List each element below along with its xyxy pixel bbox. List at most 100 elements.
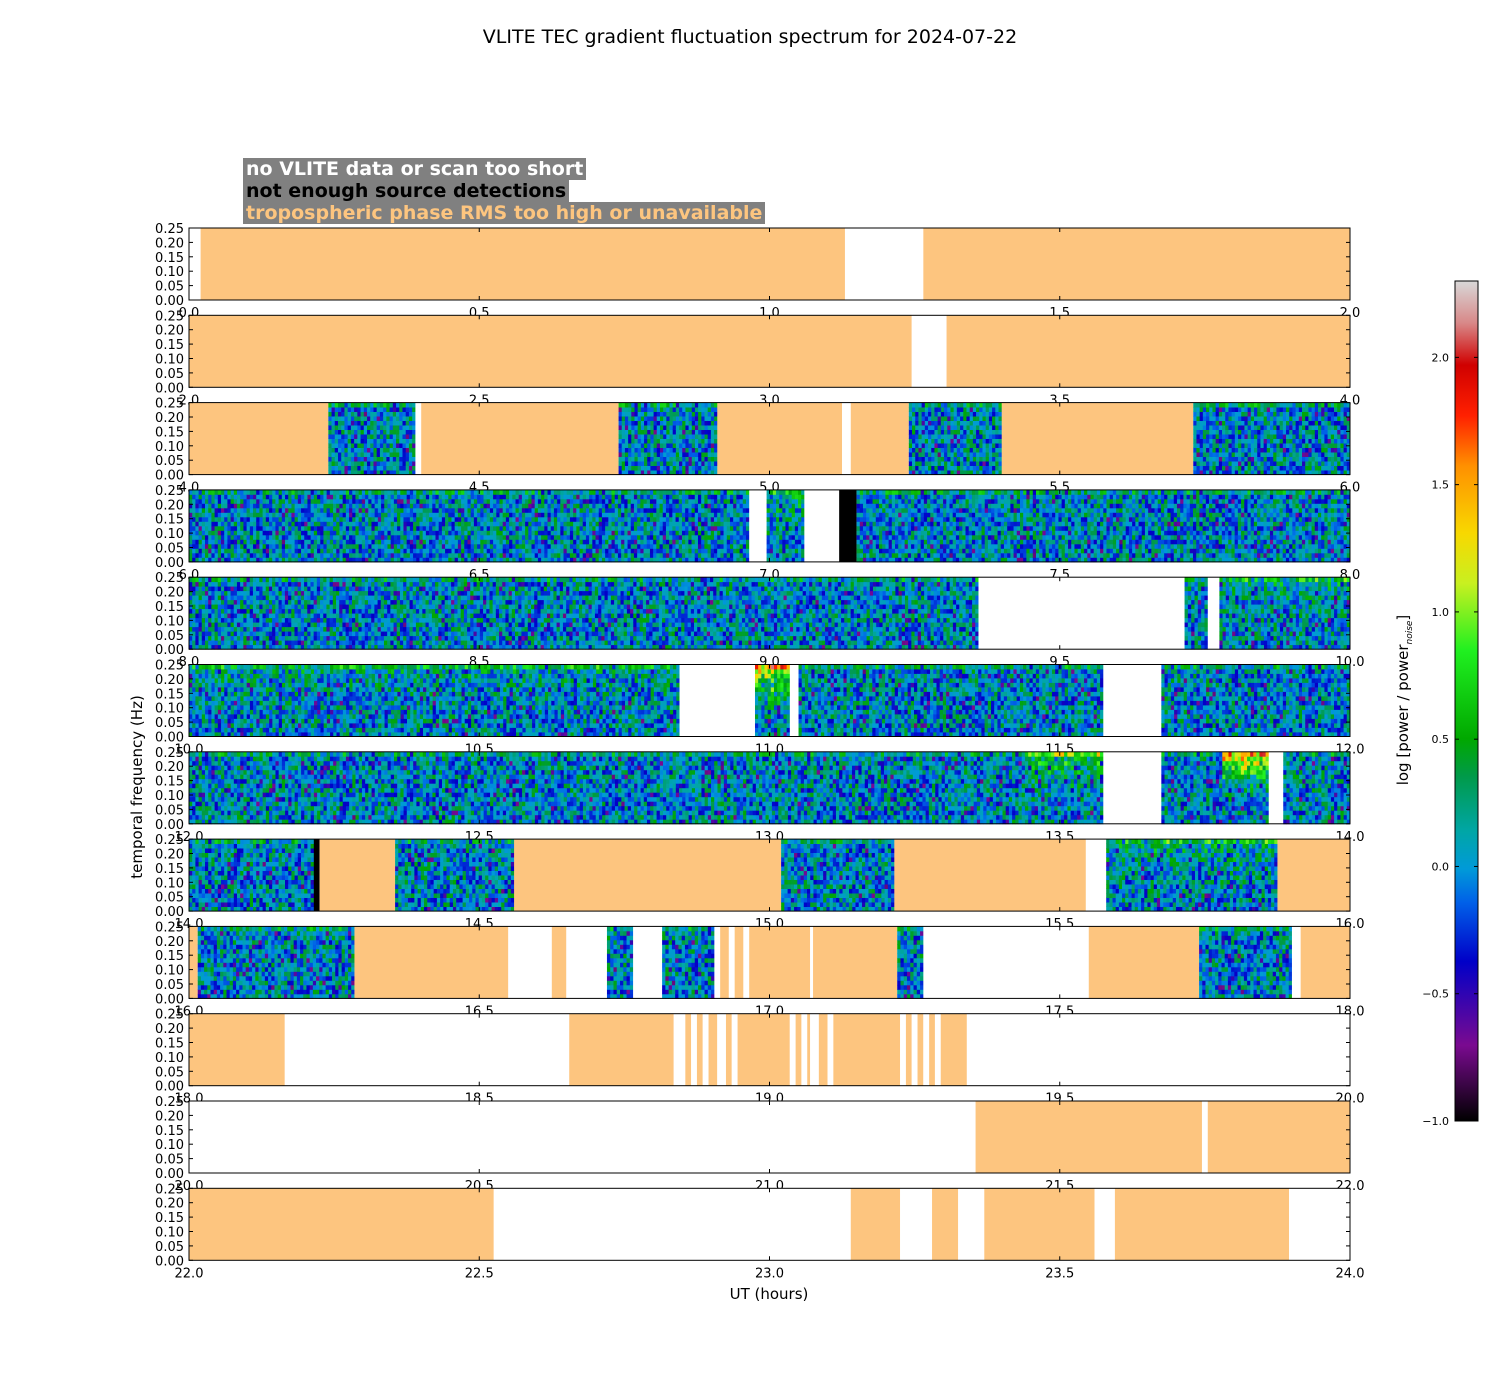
spectrum-cell [685,443,689,448]
spectrum-cell [335,434,339,439]
spectrum-cell [1302,407,1306,412]
spectrum-cell [1238,452,1242,457]
spectrum-cell [338,452,342,457]
spectrum-cell [947,407,951,412]
spectrum-cell [335,403,339,408]
spectrum-cell [364,452,368,457]
spectrum-cell [638,425,642,430]
spectrum-cell [708,443,712,448]
spectrum-cell [957,448,961,453]
spectrum-cell [1280,466,1284,471]
spectrum-cell [357,416,361,421]
segment-tropospheric [421,403,618,475]
y-tick-label: 0.05 [155,280,184,295]
spectrum-cell [641,407,645,412]
spectrum-cell [685,407,689,412]
spectrum-cell [335,461,339,466]
spectrum-cell [1289,439,1293,444]
spectrum-cell [619,457,623,462]
spectrum-cell [628,461,632,466]
spectrum-cell [1238,425,1242,430]
spectrum-cell [354,461,358,466]
spectrum-cell [650,430,654,435]
spectrum-cell [332,403,336,408]
spectrum-cell [708,425,712,430]
spectrum-cell [328,466,332,471]
spectrum-cell [638,416,642,421]
spectrum-cell [660,412,664,417]
spectrum-cell [1196,439,1200,444]
spectrum-cell [386,457,390,462]
spectrum-cell [1276,425,1280,430]
spectrum-cell [673,407,677,412]
spectrum-cell [692,466,696,471]
spectrum-cell [701,430,705,435]
spectrum-cell [676,421,680,426]
spectrum-cell [641,425,645,430]
spectrum-cell [928,448,932,453]
spectrum-cell [714,434,718,439]
spectrum-cell [622,430,626,435]
spectrum-cell [1203,421,1207,426]
spectrum-cell [979,452,983,457]
spectrum-cell [1283,448,1287,453]
spectrum-cell [698,443,702,448]
spectrum-cell [676,412,680,417]
spectrum-cell [944,421,948,426]
spectrum-cell [641,448,645,453]
spectrum-cell [705,421,709,426]
spectrum-cell [1289,443,1293,448]
spectrum-cell [1299,457,1303,462]
spectrum-cell [1248,443,1252,448]
spectrum-cell [947,457,951,462]
spectrum-cell [676,416,680,421]
spectrum-cell [660,407,664,412]
spectrum-cell [966,434,970,439]
spectrum-cell [982,403,986,408]
spectrum-cell [663,430,667,435]
spectrum-cell [619,425,623,430]
spectrum-cell [380,416,384,421]
spectrum-cell [954,416,958,421]
spectrum-cell [934,416,938,421]
spectrum-cell [992,430,996,435]
spectrum-cell [619,407,623,412]
spectrum-cell [338,461,342,466]
spectrum-cell [1209,461,1213,466]
spectrum-cell [412,421,416,426]
spectrum-cell [1232,461,1236,466]
spectrum-cell [999,425,1003,430]
spectrum-cell [692,430,696,435]
spectrum-cell [1267,430,1271,435]
spectrum-cell [976,457,980,462]
spectrum-cell [970,457,974,462]
spectrum-cell [644,425,648,430]
spectrum-cell [947,466,951,471]
spectrum-cell [1286,434,1290,439]
spectrum-cell [1244,403,1248,408]
spectrum-cell [1235,448,1239,453]
spectrum-cell [1203,425,1207,430]
spectrum-cell [393,439,397,444]
spectrum-cell [705,461,709,466]
spectrum-cell [634,412,638,417]
spectrum-cell [692,434,696,439]
spectrum-cell [992,425,996,430]
spectrum-cell [654,416,658,421]
spectrum-cell [348,407,352,412]
spectrum-cell [393,407,397,412]
spectrum-cell [989,434,993,439]
spectrum-cell [714,421,718,426]
spectrum-cell [1302,452,1306,457]
spectrum-cell [631,452,635,457]
spectrum-cell [992,452,996,457]
spectrum-cell [1267,461,1271,466]
spectrum-cell [676,461,680,466]
spectrum-cell [1267,403,1271,408]
spectrum-cell [1206,416,1210,421]
spectrum-cell [934,439,938,444]
spectrum-cell [1222,439,1226,444]
spectrum-cell [692,412,696,417]
spectrum-cell [1193,439,1197,444]
spectrum-cell [396,412,400,417]
